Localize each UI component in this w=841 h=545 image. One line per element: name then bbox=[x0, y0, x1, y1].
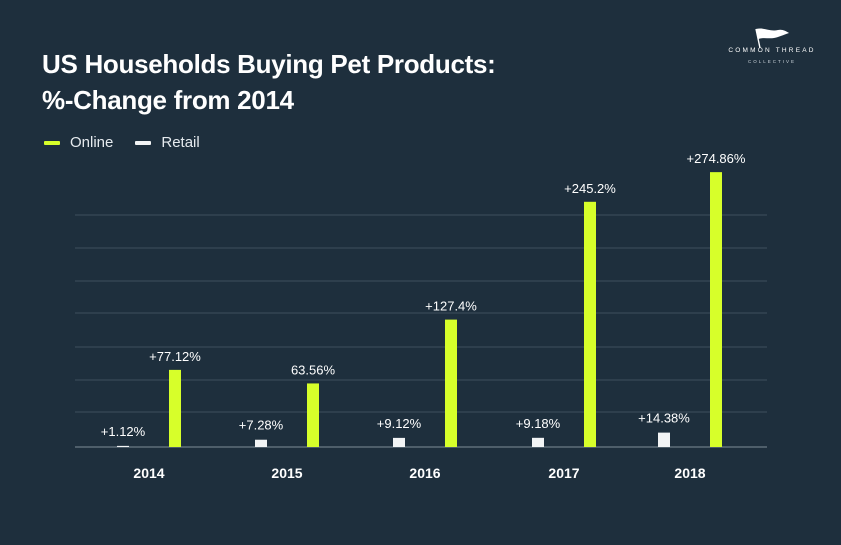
brand-logo: COMMON THREAD COLLECTIVE bbox=[722, 26, 822, 72]
legend-label-retail: Retail bbox=[161, 134, 200, 151]
data-label-online-2017: +245.2% bbox=[564, 181, 616, 196]
bar-online-2017 bbox=[584, 201, 596, 447]
data-label-online-2014: +77.12% bbox=[149, 349, 201, 364]
data-label-retail-2016: +9.12% bbox=[377, 416, 422, 431]
legend-item-online: Online bbox=[44, 134, 113, 151]
data-label-online-2015: 63.56% bbox=[291, 362, 336, 377]
bar-retail-2017 bbox=[532, 437, 544, 447]
bar-online-2018 bbox=[710, 172, 722, 447]
bar-retail-2014 bbox=[117, 445, 129, 447]
legend-item-retail: Retail bbox=[135, 134, 200, 151]
x-tick-label-2014: 2014 bbox=[133, 465, 164, 481]
bar-online-2014 bbox=[169, 369, 181, 447]
data-label-online-2018: +274.86% bbox=[687, 151, 746, 166]
chart-legend: Online Retail bbox=[44, 134, 222, 151]
legend-swatch-online bbox=[44, 140, 60, 145]
logo-text-secondary: COLLECTIVE bbox=[747, 59, 796, 64]
bar-online-2015 bbox=[307, 383, 319, 447]
bar-retail-2018 bbox=[658, 432, 670, 447]
legend-swatch-retail bbox=[135, 140, 152, 145]
flag-icon bbox=[755, 28, 789, 49]
data-label-online-2016: +127.4% bbox=[425, 299, 477, 314]
x-tick-label-2016: 2016 bbox=[409, 465, 440, 481]
logo-text-primary: COMMON THREAD bbox=[728, 47, 816, 54]
chart-title: US Households Buying Pet Products: %-Cha… bbox=[42, 46, 496, 118]
data-label-retail-2014: +1.12% bbox=[101, 424, 146, 439]
x-tick-label-2018: 2018 bbox=[674, 465, 705, 481]
bar-retail-2015 bbox=[255, 439, 267, 447]
bar-retail-2016 bbox=[393, 437, 405, 447]
chart-title-line-1: US Households Buying Pet Products: bbox=[42, 49, 496, 79]
x-tick-label-2017: 2017 bbox=[548, 465, 579, 481]
data-label-retail-2018: +14.38% bbox=[638, 411, 690, 426]
data-label-retail-2015: +7.28% bbox=[239, 418, 284, 433]
chart-title-line-2: %-Change from 2014 bbox=[42, 85, 294, 115]
data-label-retail-2017: +9.18% bbox=[516, 416, 561, 431]
bar-online-2016 bbox=[445, 319, 457, 447]
x-tick-label-2015: 2015 bbox=[271, 465, 302, 481]
legend-label-online: Online bbox=[70, 134, 114, 151]
